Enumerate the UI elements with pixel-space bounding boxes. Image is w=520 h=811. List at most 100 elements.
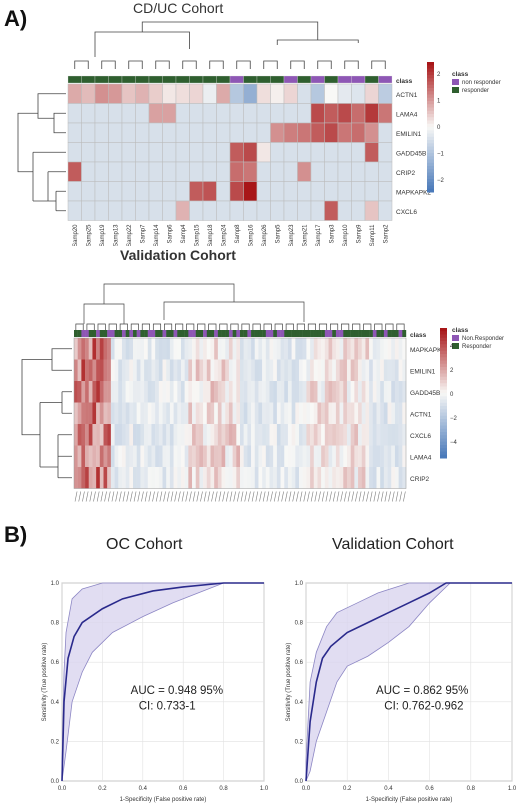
heatmap-cell — [108, 181, 123, 202]
heatmap-cell — [195, 467, 200, 489]
sample-label-mark — [178, 491, 181, 502]
x-tick-label: 0.2 — [98, 786, 107, 792]
dendro-branch — [51, 348, 72, 371]
heatmap-cell — [376, 424, 381, 446]
heatmap-cell — [177, 402, 182, 424]
heatmap-cell — [85, 402, 89, 424]
heatmap-cell — [151, 338, 156, 360]
class-cell — [369, 330, 373, 337]
heatmap-cell — [383, 445, 388, 467]
heatmap-cell — [155, 424, 160, 446]
heatmap-cell — [99, 381, 104, 403]
heatmap-cell — [297, 142, 312, 163]
heatmap-cell — [310, 181, 325, 202]
class-cell — [184, 330, 189, 337]
sample-label-mark — [285, 491, 288, 502]
heatmap-cell — [369, 381, 373, 403]
heatmap-cell — [332, 381, 337, 403]
heatmap-cell — [299, 338, 303, 360]
heatmap-cell — [276, 359, 281, 381]
y-tick-label: 1.0 — [51, 581, 60, 587]
heatmap-cell — [162, 381, 167, 403]
heatmap-cell — [162, 338, 167, 360]
class-cell — [276, 330, 281, 337]
heatmap-cell — [291, 445, 296, 467]
heatmap-cell — [387, 359, 392, 381]
gene-label: EMILIN1 — [410, 368, 436, 375]
dendro-leaf — [208, 323, 217, 330]
heatmap-cell — [369, 359, 373, 381]
sample-label-mark — [148, 491, 152, 502]
heatmap-cell — [273, 381, 278, 403]
heatmap-cell — [276, 445, 281, 467]
heatmap-cell — [96, 338, 101, 360]
heatmap-cell — [321, 467, 326, 489]
heatmap-cell — [354, 467, 359, 489]
heatmap-cell — [256, 200, 271, 221]
heatmap-cell — [265, 381, 270, 403]
dendro-leaf — [141, 323, 150, 330]
heatmap-cell — [85, 381, 89, 403]
scale-tick: −2 — [437, 178, 445, 184]
scale-step — [440, 357, 447, 361]
scale-step — [440, 363, 447, 368]
heatmap-cell — [391, 359, 396, 381]
class-cell — [324, 75, 339, 84]
heatmap-cell — [243, 200, 258, 221]
class-cell — [270, 75, 285, 84]
heatmap-cell — [383, 424, 388, 446]
class-cell — [173, 330, 178, 337]
heatmap-cell — [169, 445, 174, 467]
heatmap-cell — [206, 402, 211, 424]
heatmap-cell — [184, 402, 189, 424]
gene-label: CXCL6 — [396, 209, 417, 216]
heatmap-cell — [324, 424, 329, 446]
heatmap-cell — [189, 161, 204, 182]
heatmap-cell — [337, 103, 352, 124]
heatmap-cell — [121, 122, 136, 143]
heatmap-cell — [162, 103, 177, 124]
heatmap-cell — [339, 338, 344, 360]
dendro-leaf — [285, 323, 294, 330]
sample-label-mark — [214, 491, 218, 502]
heatmap-cell — [332, 359, 337, 381]
class-cell — [254, 330, 259, 337]
dendro-leaf-pair — [155, 60, 170, 69]
legend-swatch — [452, 79, 459, 85]
heatmap-cell — [361, 338, 366, 360]
heatmap-cell — [148, 142, 163, 163]
sample-label-mark — [248, 491, 251, 502]
scale-step — [427, 110, 434, 115]
heatmap-cell — [254, 424, 259, 446]
x-tick-label: 0.2 — [343, 786, 352, 792]
scale-step — [427, 188, 434, 193]
scale-step — [440, 441, 447, 446]
heatmap-cell — [216, 122, 231, 143]
scale-tick: 1 — [437, 99, 441, 105]
heatmap-cell — [378, 181, 393, 202]
heatmap-cell — [269, 359, 274, 381]
heatmap-cell — [394, 359, 399, 381]
class-cell — [177, 330, 182, 337]
sample-label-mark — [299, 491, 303, 502]
heatmap-cell — [229, 103, 244, 124]
heatmap-cell — [121, 181, 136, 202]
dendro-leaf — [164, 323, 173, 330]
heatmap-cell — [251, 381, 255, 403]
heatmap-cell — [225, 381, 230, 403]
heatmap-cell — [328, 381, 333, 403]
class-cell — [221, 330, 226, 337]
heatmap-cell — [162, 445, 167, 467]
heatmap-cell — [232, 402, 237, 424]
heatmap-cell — [125, 402, 130, 424]
dendro-leaf-pair — [128, 60, 143, 69]
heatmap2-title: Validation Cohort — [120, 247, 236, 263]
heatmap-cell — [364, 181, 379, 202]
heatmap-cell — [229, 161, 244, 182]
heatmap-cell — [216, 200, 231, 221]
heatmap-cell — [346, 381, 351, 403]
heatmap-cell — [398, 381, 403, 403]
heatmap-cell — [147, 424, 152, 446]
scale-step — [427, 97, 434, 102]
sample-label-mark — [266, 491, 270, 502]
